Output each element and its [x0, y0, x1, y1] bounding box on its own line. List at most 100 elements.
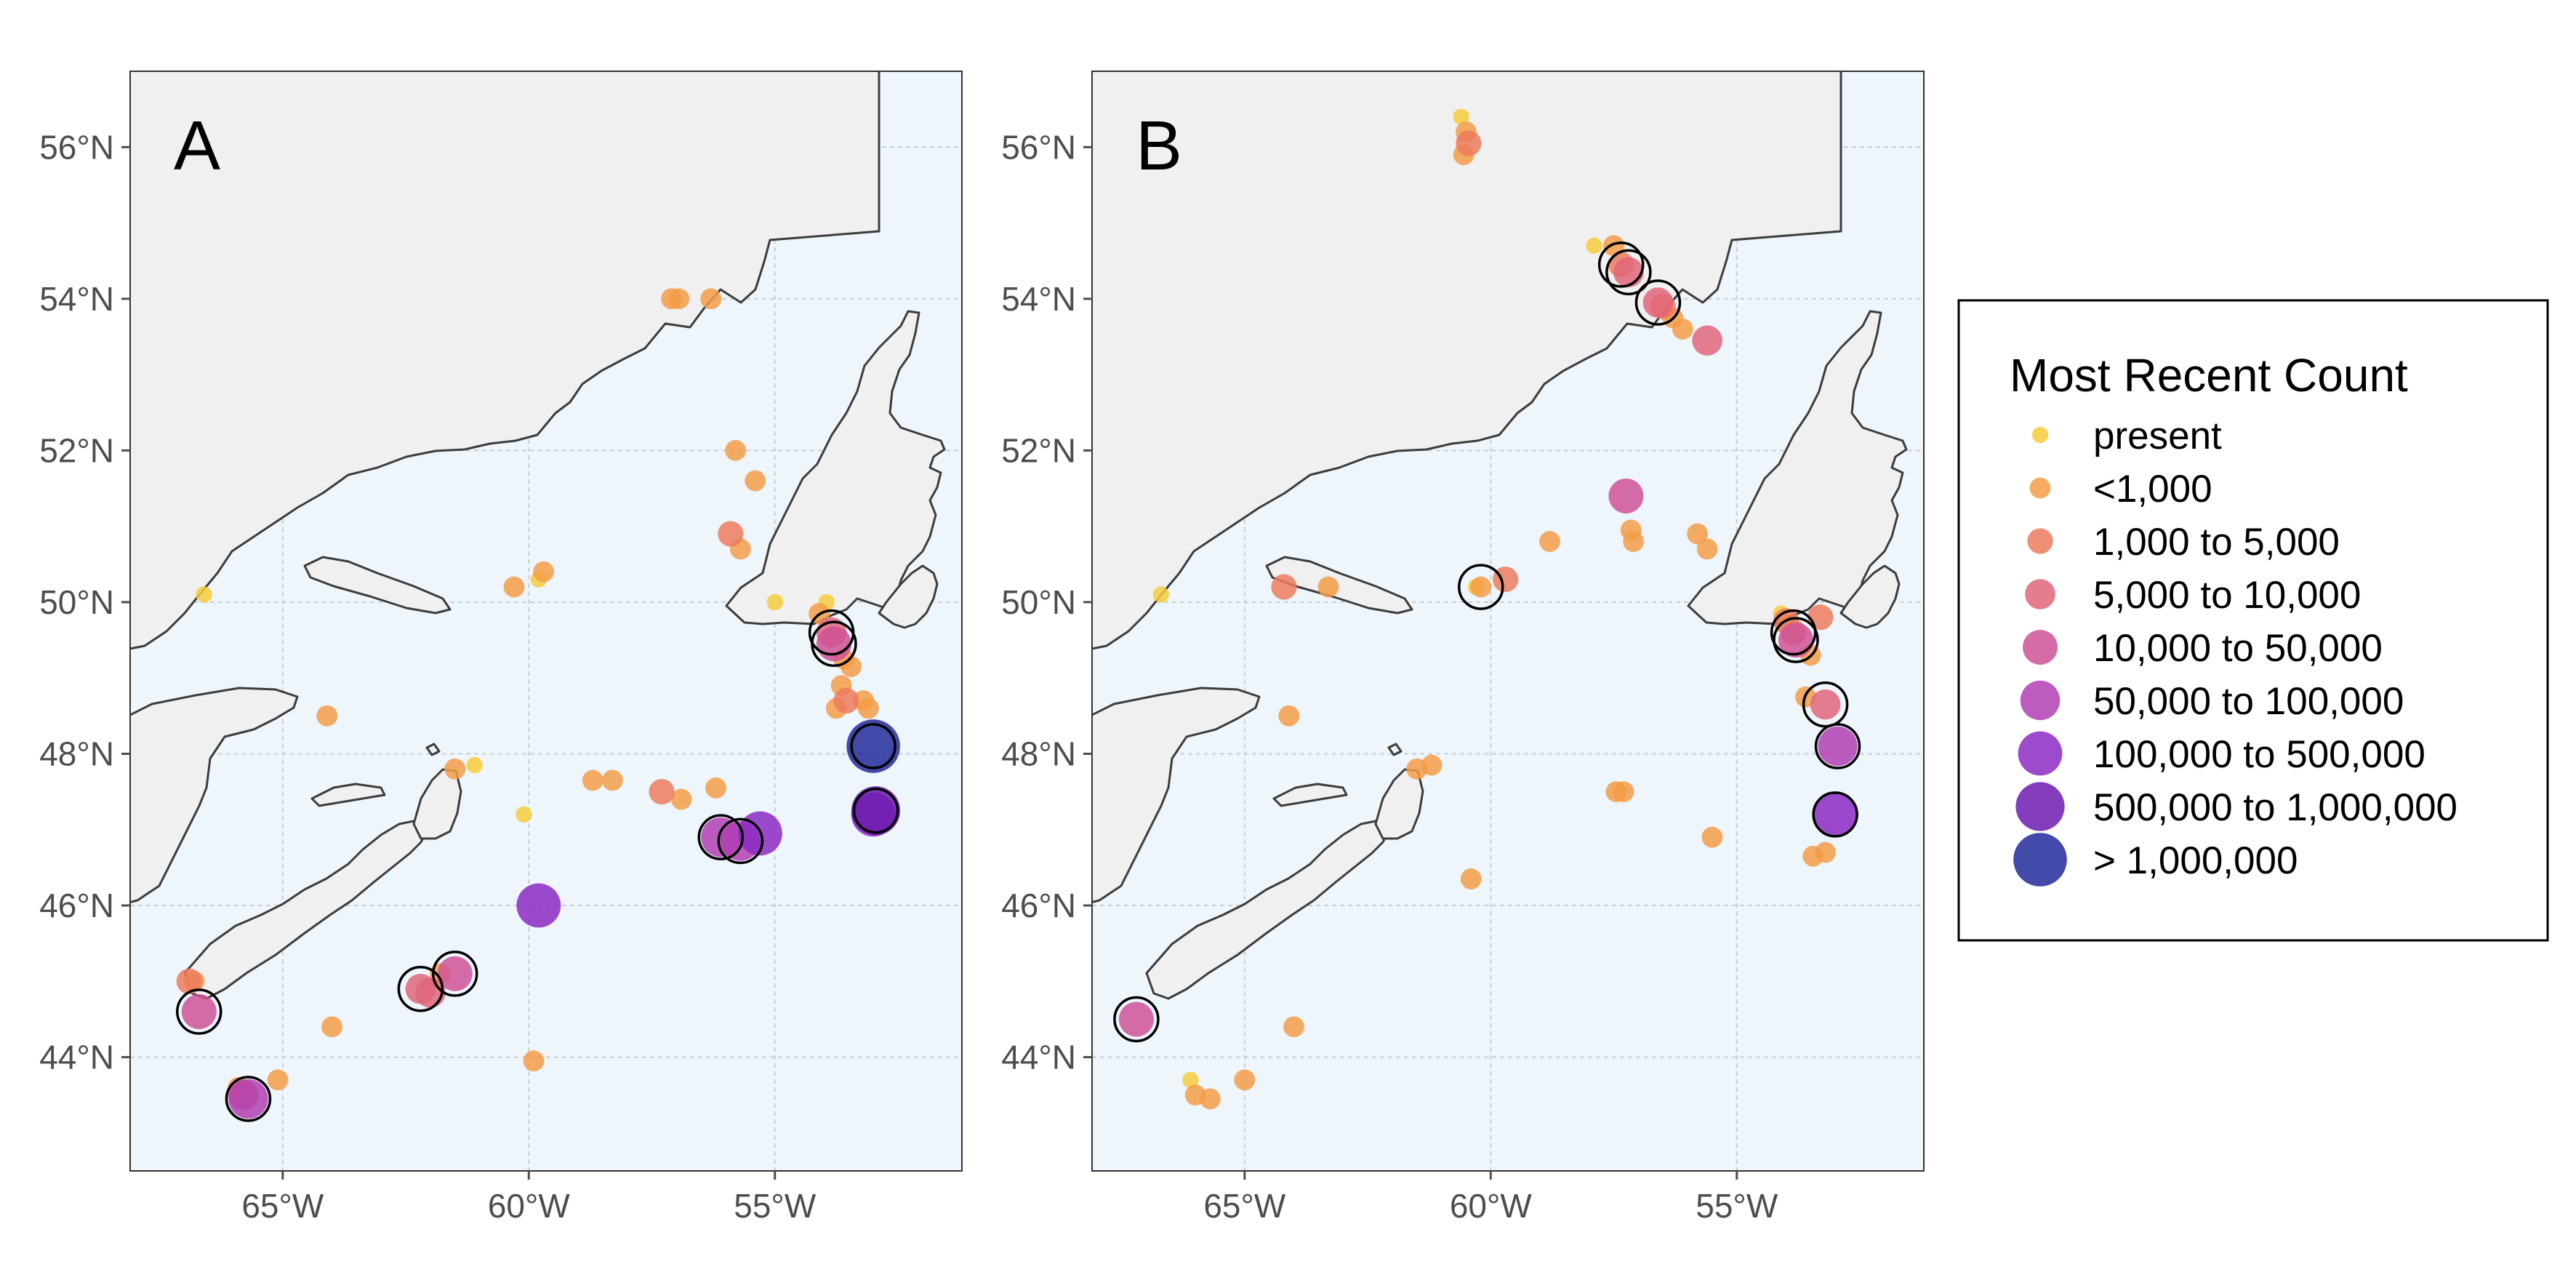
colony-point	[705, 777, 726, 799]
lat-tick-label: 54°N	[39, 280, 114, 318]
legend-label: > 1,000,000	[2093, 839, 2298, 882]
colony-point	[1692, 325, 1722, 356]
legend-items: present <1,000 1,000 to 5,000 5,000 to 10,0…	[2013, 415, 2457, 887]
lat-tick-label: 48°N	[1001, 735, 1076, 772]
lat-tick-label: 56°N	[1001, 128, 1076, 166]
legend-label: <1,000	[2093, 468, 2212, 511]
legend-label: 5,000 to 10,000	[2093, 574, 2361, 617]
legend-label: 100,000 to 500,000	[2093, 733, 2425, 776]
highlight-ring	[432, 951, 478, 997]
highlight-ring	[697, 814, 745, 860]
lat-axis-a: 56°N 54°N 52°N 50°N 48°N 46°N 44°N	[39, 128, 130, 1076]
colony-point	[1283, 1016, 1304, 1038]
highlight-ring	[397, 965, 444, 1012]
lon-tick-label: 65°W	[241, 1187, 324, 1225]
colony-point	[503, 576, 525, 598]
colony-point	[437, 956, 473, 991]
highlight-ring	[1605, 249, 1652, 296]
colony-point	[1453, 108, 1469, 125]
legend-swatch	[2027, 528, 2053, 554]
colony-point	[1317, 576, 1339, 598]
highlight-ring	[1773, 617, 1819, 663]
legend-swatch	[2020, 680, 2061, 721]
colony-point	[228, 1079, 268, 1119]
colony-point	[516, 883, 561, 928]
colony-point	[533, 561, 555, 583]
colony-point	[267, 1069, 289, 1091]
colony-point	[725, 439, 747, 461]
colony-point	[1810, 689, 1841, 720]
highlight-ring	[1634, 279, 1682, 326]
colony-point	[745, 470, 766, 492]
colony-point	[718, 521, 744, 547]
colony-point	[316, 705, 338, 727]
frame-b	[1091, 71, 1925, 1172]
highlight-ring	[852, 787, 899, 834]
colony-point	[1672, 319, 1693, 340]
lon-tick-label: 60°W	[1450, 1187, 1533, 1225]
lon-axis-b: 65°W 60°W 55°W	[1203, 1171, 1778, 1225]
colony-point	[444, 758, 466, 780]
highlight-ring	[1458, 564, 1504, 610]
colony-point	[582, 769, 603, 791]
lon-tick-label: 55°W	[734, 1187, 816, 1225]
colony-point	[816, 626, 851, 662]
colony-point	[1613, 781, 1634, 803]
legend-swatch	[2015, 782, 2065, 831]
legend-label: present	[2093, 415, 2222, 457]
lat-tick-label: 46°N	[39, 887, 114, 924]
colony-point	[833, 687, 859, 714]
colony-point	[176, 968, 202, 994]
lat-tick-label: 52°N	[39, 431, 114, 469]
colony-point	[1460, 868, 1482, 889]
legend-label: 500,000 to 1,000,000	[2093, 786, 2457, 829]
legend-title: Most Recent Count	[2010, 349, 2408, 401]
lon-tick-label: 55°W	[1696, 1187, 1778, 1225]
colony-point	[668, 288, 690, 310]
legend-swatch	[2018, 731, 2063, 776]
colony-point	[1456, 130, 1482, 156]
legend-label: 1,000 to 5,000	[2093, 521, 2340, 564]
colony-point	[1687, 523, 1709, 545]
colony-point	[1421, 754, 1443, 776]
colony-point	[857, 697, 879, 719]
colony-point	[321, 1016, 342, 1038]
legend-swatch	[2031, 426, 2049, 444]
colony-point	[1623, 531, 1645, 552]
lat-tick-label: 50°N	[1001, 583, 1076, 621]
colony-point	[851, 786, 901, 836]
panel-label-b: B	[1136, 107, 1182, 185]
highlight-ring	[717, 817, 764, 865]
highlight-ring	[1802, 681, 1849, 728]
panel-label-a: A	[174, 107, 220, 185]
highlight-ring	[850, 723, 896, 769]
colony-point	[601, 769, 623, 791]
colony-point	[466, 756, 483, 774]
colony-point	[1813, 792, 1858, 837]
colony-point	[846, 719, 900, 773]
lat-tick-label: 48°N	[39, 735, 114, 772]
lon-axis-a: 65°W 60°W 55°W	[241, 1171, 816, 1225]
colony-point	[523, 1050, 545, 1072]
colony-point	[1586, 237, 1602, 255]
colony-point	[1696, 538, 1718, 560]
colony-point	[1200, 1088, 1221, 1110]
highlight-ring	[1597, 241, 1645, 288]
legend-swatch	[2013, 833, 2067, 887]
colony-point	[1613, 257, 1644, 288]
lat-tick-label: 56°N	[39, 128, 114, 166]
colony-point	[840, 656, 862, 677]
colony-point	[1603, 235, 1624, 257]
lat-tick-label: 44°N	[39, 1039, 114, 1076]
highlight-ring	[1814, 723, 1861, 769]
rings-a	[176, 609, 899, 1122]
colony-point	[1271, 574, 1297, 600]
colony-point	[1152, 586, 1169, 603]
legend: Most Recent Count present <1,000 1,000 to …	[1957, 299, 2549, 942]
lat-tick-label: 54°N	[1001, 280, 1076, 318]
frame-a	[129, 71, 963, 1172]
lat-tick-label: 50°N	[39, 583, 114, 621]
colony-point	[766, 593, 783, 611]
colony-point	[1539, 531, 1560, 552]
rings-b	[1113, 241, 1861, 1043]
